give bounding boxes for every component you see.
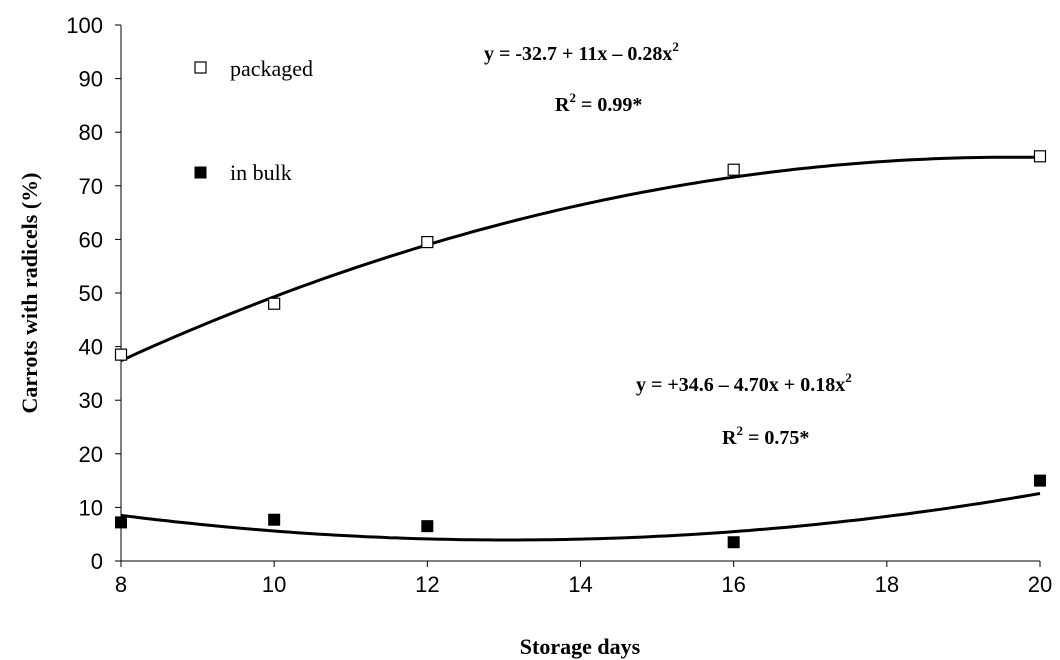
annotation-packaged: y = -32.7 + 11x – 0.28x2 R2 = 0.99*	[484, 39, 679, 116]
y-tick-label: 0	[91, 549, 103, 574]
fit-curve-in-bulk	[120, 492, 1041, 542]
point-in-bulk	[115, 516, 127, 529]
y-tick-label: 100	[66, 13, 103, 38]
x-tick-label: 18	[875, 572, 899, 597]
r2-packaged: R2 = 0.99*	[555, 90, 642, 116]
x-ticks: 8 10 12 14 16 18 20	[115, 561, 1052, 597]
x-tick-label: 16	[721, 572, 745, 597]
point-packaged	[114, 348, 128, 361]
point-in-bulk	[421, 520, 434, 533]
x-tick-label: 8	[115, 572, 127, 597]
x-tick-label: 12	[415, 572, 439, 597]
point-packaged	[1033, 150, 1047, 163]
fit-curve-packaged	[120, 155, 1041, 362]
point-packaged	[421, 235, 434, 249]
y-tick-label: 40	[79, 335, 103, 360]
data-points	[114, 150, 1047, 549]
y-axis: 0 10 20 30 40 50 60 70 80 90 100	[66, 13, 122, 574]
point-in-bulk	[727, 536, 740, 549]
point-in-bulk	[268, 513, 281, 526]
legend-label-in-bulk: in bulk	[230, 160, 292, 185]
y-tick-label: 80	[79, 120, 103, 145]
legend-marker-in-bulk	[194, 166, 207, 179]
y-tick-label: 20	[79, 442, 103, 467]
equation-packaged: y = -32.7 + 11x – 0.28x2	[484, 39, 679, 65]
y-tick-label: 70	[79, 174, 103, 199]
y-tick-label: 90	[79, 67, 103, 92]
y-axis-title: Carrots with radicels (%)	[17, 173, 42, 414]
equation-in-bulk: y = +34.6 – 4.70x + 0.18x2	[636, 370, 852, 396]
x-axis: 8 10 12 14 16 18 20	[115, 560, 1052, 597]
fit-curves	[120, 155, 1041, 542]
x-tick-label: 14	[568, 572, 592, 597]
x-tick-label: 20	[1028, 572, 1052, 597]
legend: packaged in bulk	[194, 56, 313, 185]
r2-in-bulk: R2 = 0.75*	[722, 423, 809, 449]
annotation-in-bulk: y = +34.6 – 4.70x + 0.18x2 R2 = 0.75*	[636, 370, 852, 449]
y-tick-label: 30	[79, 388, 103, 413]
point-packaged	[268, 297, 281, 310]
y-tick-label: 50	[79, 281, 103, 306]
y-tick-label: 10	[79, 495, 103, 520]
y-ticks: 0 10 20 30 40 50 60 70 80 90 100	[66, 13, 121, 574]
y-tick-label: 60	[79, 227, 103, 252]
legend-label-packaged: packaged	[230, 56, 313, 81]
x-tick-label: 10	[262, 572, 286, 597]
legend-marker-packaged	[194, 61, 207, 74]
point-packaged	[727, 163, 740, 176]
point-in-bulk	[1034, 474, 1046, 487]
x-axis-title: Storage days	[520, 634, 641, 659]
